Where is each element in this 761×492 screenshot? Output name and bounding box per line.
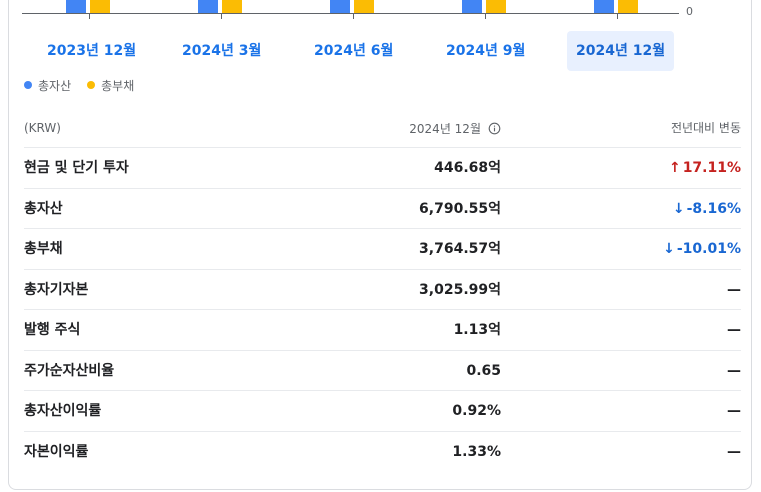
- row-value: 6,790.55억: [419, 200, 501, 217]
- x-tick: [89, 14, 90, 19]
- row-change-value: 17.11%: [682, 160, 741, 176]
- row-label: 총자산이익률: [24, 403, 102, 419]
- legend-label: 총자산: [38, 78, 72, 93]
- bar-chart: 0: [0, 0, 761, 28]
- bar-total-assets-2023-12[interactable]: [66, 0, 86, 13]
- row-value: 446.68억: [434, 160, 501, 176]
- row-label: 자본이익률: [24, 443, 89, 460]
- balance-sheet-card: [8, 0, 752, 490]
- table-row-price-to-book: 주가순자산비율 0.65 —: [24, 351, 741, 391]
- bar-total-assets-2024-03[interactable]: [198, 0, 218, 13]
- x-tick: [353, 14, 354, 19]
- period-tab-2023-12[interactable]: 2023년 12월: [47, 43, 137, 59]
- period-header-text: 2024년 12월: [409, 121, 481, 136]
- row-label: 총자산: [24, 200, 63, 217]
- bar-total-liabilities-2024-12[interactable]: [618, 0, 638, 13]
- bar-total-assets-2024-06[interactable]: [330, 0, 350, 13]
- period-selector: 2023년 12월 2024년 3월 2024년 6월 2024년 9월 202…: [24, 31, 724, 71]
- period-tab-2024-09[interactable]: 2024년 9월: [446, 43, 526, 59]
- row-change-value: -8.16%: [686, 200, 741, 217]
- yoy-change-column-header: 전년대비 변동: [670, 121, 741, 135]
- row-change: —: [727, 403, 741, 419]
- bar-total-liabilities-2024-06[interactable]: [354, 0, 374, 13]
- table-header-row: (KRW) 2024년 12월 전년대비 변동: [24, 108, 741, 148]
- x-tick: [617, 14, 618, 19]
- row-label: 현금 및 단기 투자: [24, 160, 129, 176]
- row-change: —: [727, 362, 741, 379]
- legend-dot-icon: [87, 81, 96, 89]
- row-change-value: -10.01%: [676, 241, 741, 257]
- currency-unit-label: (KRW): [24, 121, 61, 135]
- legend-item-total-assets: 총자산: [24, 77, 71, 94]
- row-change: ↑ 17.11%: [669, 148, 741, 188]
- period-tab-2024-03[interactable]: 2024년 3월: [182, 43, 262, 59]
- row-change: ↓ -10.01%: [663, 229, 741, 269]
- info-icon[interactable]: [488, 122, 501, 135]
- row-change: ↓ -8.16%: [673, 189, 741, 229]
- table-row-return-on-assets: 총자산이익률 0.92% —: [24, 391, 741, 432]
- row-label: 총부채: [24, 241, 63, 257]
- row-value: 0.92%: [452, 403, 501, 419]
- bar-total-liabilities-2023-12[interactable]: [90, 0, 110, 13]
- legend-dot-icon: [24, 81, 32, 89]
- bar-total-assets-2024-09[interactable]: [462, 0, 482, 13]
- legend-item-total-liabilities: 총부채: [87, 77, 134, 94]
- table-row-shares-outstanding: 발행 주식 1.13억 —: [24, 310, 741, 351]
- row-change: —: [727, 322, 741, 338]
- row-label: 발행 주식: [24, 322, 81, 338]
- row-value: 1.13억: [453, 322, 501, 338]
- bar-total-assets-2024-12[interactable]: [594, 0, 614, 13]
- arrow-up-icon: ↑: [668, 160, 681, 176]
- row-label: 주가순자산비율: [24, 362, 115, 379]
- chart-x-axis: [22, 13, 679, 14]
- x-tick: [485, 14, 486, 19]
- table-row-total-liabilities: 총부채 3,764.57억 ↓ -10.01%: [24, 229, 741, 270]
- table-row-return-on-equity: 자본이익률 1.33% —: [24, 432, 741, 473]
- row-value: 3,764.57억: [419, 241, 501, 257]
- row-change: —: [727, 443, 741, 460]
- row-change: —: [727, 281, 741, 298]
- row-value: 3,025.99억: [419, 281, 501, 298]
- x-tick: [221, 14, 222, 19]
- period-tab-2024-06[interactable]: 2024년 6월: [314, 43, 394, 59]
- bar-total-liabilities-2024-03[interactable]: [222, 0, 242, 13]
- legend-label: 총부채: [101, 78, 135, 93]
- period-column-header: 2024년 12월: [409, 108, 501, 148]
- chart-zero-label: 0: [686, 5, 693, 18]
- financials-table: (KRW) 2024년 12월 전년대비 변동 현금 및 단기 투자 446.6…: [24, 108, 741, 472]
- table-row-cash-short-term-investments: 현금 및 단기 투자 446.68억 ↑ 17.11%: [24, 148, 741, 189]
- row-label: 총자기자본: [24, 281, 89, 298]
- table-row-total-equity: 총자기자본 3,025.99억 —: [24, 270, 741, 310]
- chart-legend: 총자산 총부채: [24, 77, 150, 93]
- arrow-down-icon: ↓: [663, 241, 675, 257]
- arrow-down-icon: ↓: [672, 200, 685, 217]
- table-row-total-assets: 총자산 6,790.55억 ↓ -8.16%: [24, 189, 741, 229]
- bar-total-liabilities-2024-09[interactable]: [486, 0, 506, 13]
- period-tab-2024-12[interactable]: 2024년 12월: [567, 31, 675, 71]
- row-value: 0.65: [466, 362, 501, 379]
- row-value: 1.33%: [452, 443, 501, 460]
